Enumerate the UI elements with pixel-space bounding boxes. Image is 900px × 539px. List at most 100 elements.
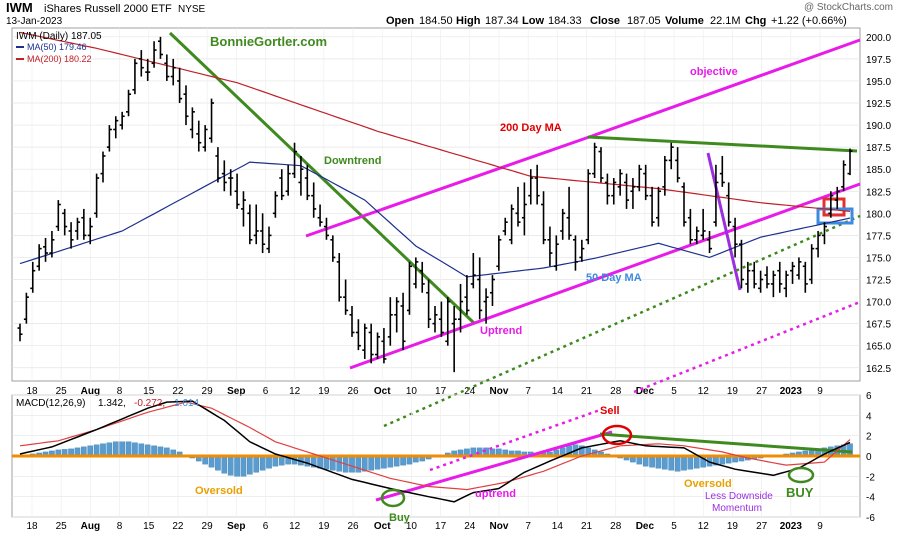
lower-channel-uptrend-line <box>349 182 861 370</box>
ohlc-bar <box>681 182 687 227</box>
macd-histogram-bar <box>349 455 355 473</box>
macd-histogram-bar <box>662 455 668 470</box>
oversold-right-label: Oversold <box>684 478 732 490</box>
price-y-tick: 187.5 <box>866 143 891 154</box>
ma50-line <box>19 161 851 278</box>
ohlc-bar <box>790 261 796 284</box>
ohlc-bar <box>234 173 240 209</box>
ohlc-bar <box>655 186 661 227</box>
buy-left-label: Buy <box>389 512 411 524</box>
x-tick-label: 12 <box>698 386 710 397</box>
macd-histogram-bar <box>681 455 687 471</box>
macd-path <box>19 400 851 503</box>
ohlc-bar <box>713 164 719 227</box>
x-tick-label: 14 <box>552 386 564 397</box>
ohlc-bar <box>330 235 336 262</box>
ohlc-bar <box>464 275 470 315</box>
x-tick-label: Aug <box>81 386 100 397</box>
macd-histogram-bar <box>132 442 138 457</box>
ohlc-bar <box>215 147 221 183</box>
ohlc-bar <box>445 297 451 346</box>
macd-resistance-line <box>599 432 853 454</box>
ma50-path <box>19 161 851 278</box>
price-y-tick: 180.0 <box>866 209 891 220</box>
price-x-axis: 18 25 Aug 8 15 22 29 Sep 6 12 19 26 Oct 10 17 24 Nov 7 14 2… <box>26 386 823 397</box>
buy-circle-right <box>787 466 815 484</box>
ohlc-bar <box>821 222 827 245</box>
price-legend: IWM (Daily) 187.05 MA(50) 179.46 MA(200)… <box>16 31 102 64</box>
legend-ma200: MA(200) 180.22 <box>27 54 92 64</box>
ohlc-bar <box>285 164 291 196</box>
macd-histogram-bar <box>234 455 240 477</box>
ohlc-bar <box>738 239 744 289</box>
ohlc-bar <box>707 230 713 254</box>
ohlc-bar <box>815 230 821 258</box>
downtrend-line <box>168 31 476 325</box>
macd-histogram-bar <box>272 455 279 467</box>
ma50-label: 50 Day MA <box>586 272 642 284</box>
macd-y-tick: 6 <box>866 391 872 402</box>
ohlc-bar <box>541 191 547 245</box>
macd-histogram-bar <box>361 455 368 472</box>
ohlc-bar <box>483 288 489 324</box>
x-tick-label: 26 <box>347 386 359 397</box>
ohlc-bar <box>624 173 630 209</box>
ohlc-bar <box>604 173 610 205</box>
ohlc-bar <box>138 50 144 77</box>
ohlc-bar <box>419 261 425 293</box>
macd-signal-line <box>19 401 851 491</box>
ohlc-bar <box>572 235 578 271</box>
magenta-dotted-line <box>633 300 861 394</box>
macd-uptrend-label: uptrend <box>475 488 516 500</box>
ohlc-bar <box>100 151 106 183</box>
macd-histogram-bar <box>374 455 381 470</box>
macd-x-axis: 18 25 Aug 8 15 22 29 Sep 6 12 19 26 Oct 10 17 24 Nov 7 14 2… <box>26 521 823 532</box>
price-y-axis: 200.0 197.5 195.0 192.5 190.0 187.5 185.0 182.5… <box>866 33 891 375</box>
ohlc-bar <box>368 323 374 364</box>
ohlc-bar <box>758 270 764 293</box>
buy-circle-left <box>380 488 406 508</box>
ohlc-bar <box>228 169 234 196</box>
objective-label: objective <box>690 66 738 78</box>
x-tick-label: Dec <box>636 386 655 397</box>
ohlc-bar <box>726 182 732 227</box>
macd-histogram-bar <box>87 445 94 457</box>
watermark: @ StockCharts.com <box>804 2 893 13</box>
ohlc-bar <box>68 222 74 249</box>
x-tick-label: 15 <box>143 521 155 532</box>
ohlc-bar <box>164 54 170 81</box>
ohlc-bar <box>509 204 515 245</box>
ohlc-bar <box>649 186 655 227</box>
ohlc-bar <box>598 147 604 183</box>
price-y-tick: 165.0 <box>866 342 891 353</box>
x-tick-label: 12 <box>698 521 710 532</box>
ohlc-bar <box>777 261 783 293</box>
ma200-label: 200 Day MA <box>500 122 562 134</box>
ohlc-bar <box>253 204 259 245</box>
ohlc-bar <box>23 292 29 324</box>
macd-histogram-bar <box>674 455 681 472</box>
momentum-label: Momentum <box>712 503 762 514</box>
ohlc-bar <box>400 292 406 351</box>
buy-right-label: BUY <box>786 485 814 500</box>
ohlc-bar <box>381 328 387 364</box>
macd-histogram-bar <box>227 455 234 476</box>
x-tick-label: Nov <box>490 386 509 397</box>
x-tick-label: 21 <box>581 521 593 532</box>
ohlc-bar <box>547 226 553 267</box>
ohlc-bar <box>55 200 61 231</box>
ohlc-bar <box>643 164 649 201</box>
x-tick-label: 12 <box>289 386 301 397</box>
ohlc-bar <box>553 235 559 271</box>
macd-histogram-bar <box>668 455 675 471</box>
x-tick-label: 22 <box>172 521 184 532</box>
x-tick-label: Oct <box>374 386 391 397</box>
open-label: Open <box>386 15 414 27</box>
macd-dotted-trend-line <box>429 408 601 472</box>
ohlc-bar <box>470 253 476 289</box>
x-tick-label: Dec <box>636 521 655 532</box>
ohlc-bar <box>732 217 738 258</box>
price-panel <box>11 27 861 382</box>
